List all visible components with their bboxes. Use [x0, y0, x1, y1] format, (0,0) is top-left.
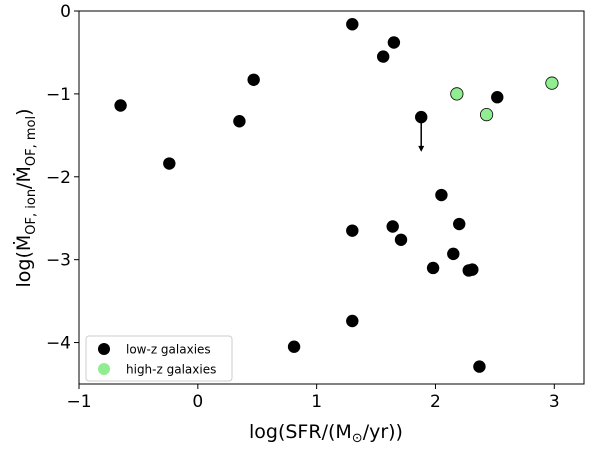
legend-marker-low-z — [98, 343, 110, 355]
low-z-point — [473, 360, 486, 373]
low-z-point — [163, 157, 176, 170]
y-tick-label: −3 — [46, 251, 71, 271]
low-z-point — [346, 314, 359, 328]
x-tick-label: −1 — [66, 392, 91, 412]
high-z-point — [479, 108, 494, 122]
plot-frame — [78, 10, 585, 385]
y-axis-label: log(ṀOF, ion/ṀOF, mol) — [12, 109, 39, 288]
low-z-point — [376, 50, 390, 63]
low-z-point — [114, 99, 127, 112]
low-z-point — [394, 233, 408, 246]
x-tick-label: 1 — [311, 392, 322, 412]
low-z-point — [387, 36, 401, 49]
low-z-point — [491, 91, 504, 104]
legend-label-low-z: low-z galaxies — [126, 343, 211, 357]
y-tick-label: 0 — [60, 2, 71, 22]
high-z-point — [450, 87, 464, 101]
legend-marker-high-z — [98, 363, 110, 375]
low-z-point — [415, 110, 428, 124]
y-tick-label: −4 — [46, 334, 71, 354]
low-z-point — [435, 188, 448, 202]
legend-box — [85, 335, 233, 382]
low-z-point — [453, 217, 466, 231]
low-z-point — [233, 115, 246, 128]
high-z-point — [545, 76, 559, 90]
low-z-point — [447, 247, 460, 261]
y-tick-label: −1 — [46, 85, 71, 105]
x-axis-label: log(SFR/(M⊙/yr)) — [249, 421, 403, 446]
low-z-point — [386, 220, 399, 233]
low-z-point — [346, 18, 359, 31]
low-z-point — [346, 224, 359, 237]
x-tick-label: 3 — [549, 392, 560, 412]
low-z-point — [426, 261, 440, 275]
y-tick-label: −2 — [46, 168, 71, 188]
x-tick-label: 2 — [430, 392, 441, 412]
low-z-point — [466, 263, 479, 276]
legend: low-z galaxies high-z galaxies — [85, 335, 233, 382]
low-z-point — [247, 73, 260, 86]
axes: −1 0 1 2 3 0 −1 −2 −3 −4 — [46, 2, 585, 412]
data-points — [114, 18, 559, 373]
low-z-point — [287, 340, 301, 353]
x-tick-label: 0 — [192, 392, 203, 412]
upper-limit-arrow-head — [418, 145, 425, 152]
legend-label-high-z: high-z galaxies — [126, 363, 216, 377]
